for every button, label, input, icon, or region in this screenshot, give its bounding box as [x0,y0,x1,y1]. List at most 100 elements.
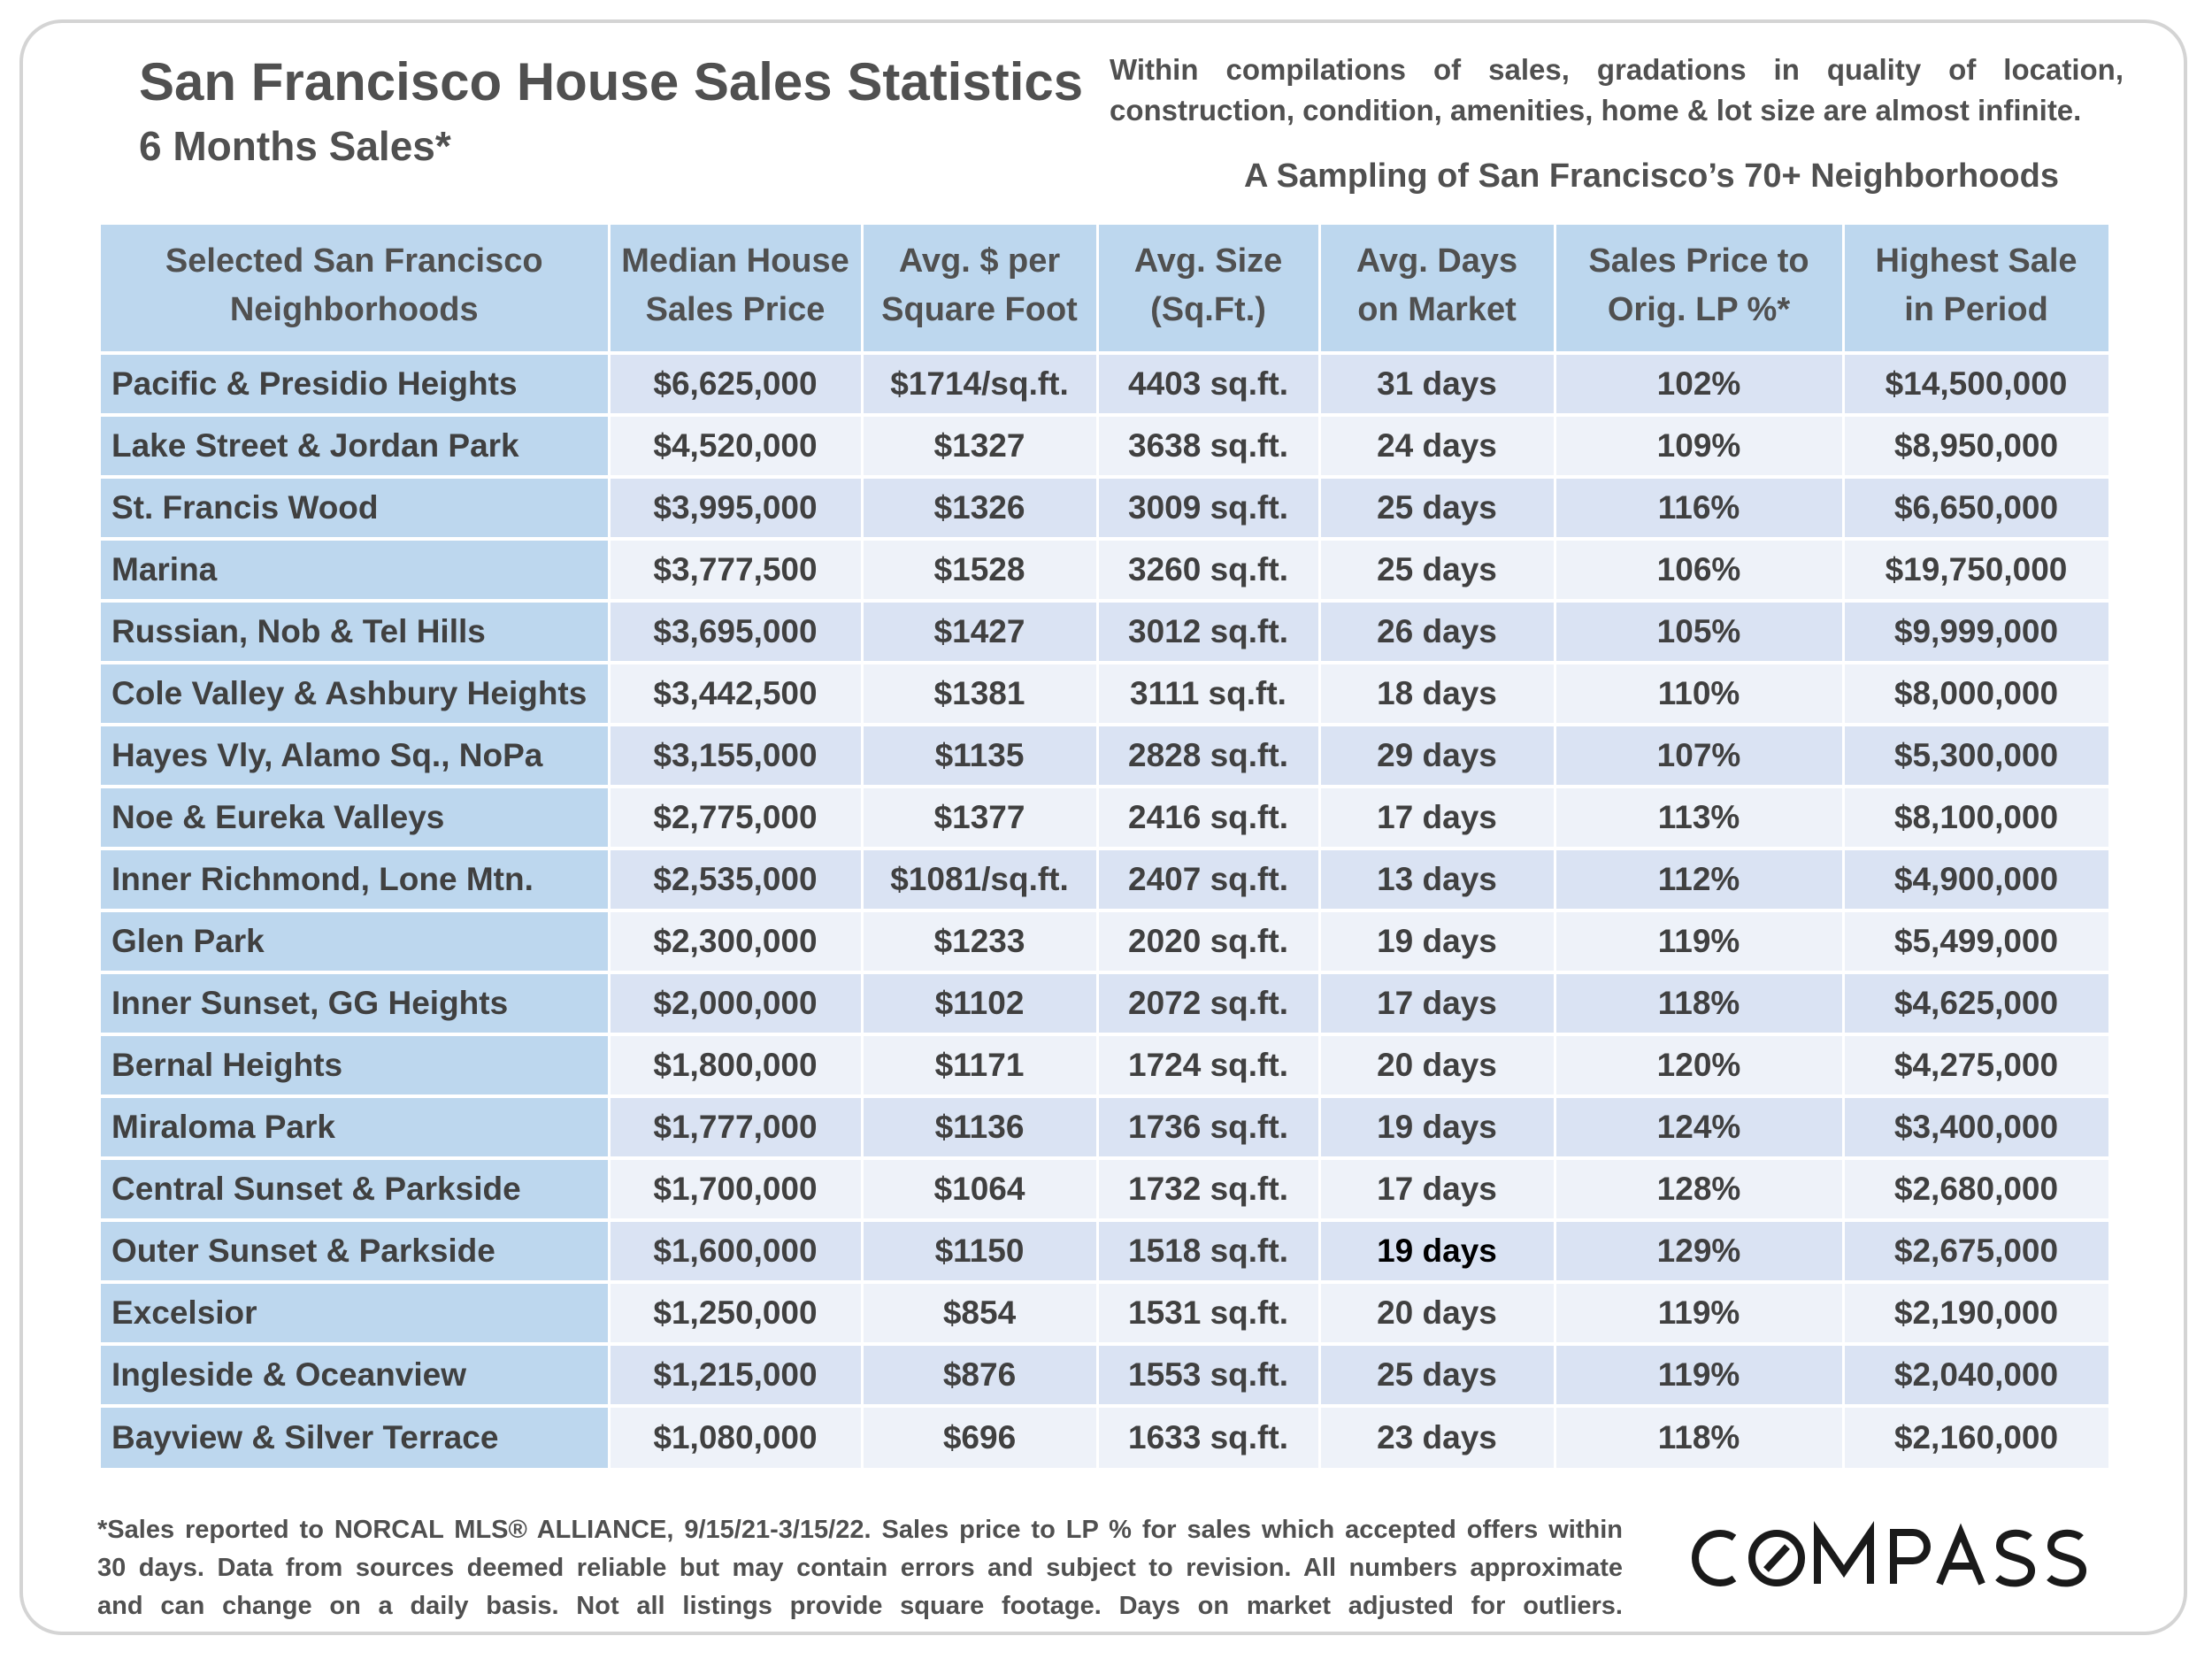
median-price-cell: $3,995,000 [609,475,864,539]
days-on-market-cell: 25 days [1319,537,1556,601]
highest-sale-cell: $19,750,000 [1843,537,2111,601]
median-price-cell: $1,215,000 [609,1342,864,1406]
days-on-market-cell: 17 days [1319,785,1556,849]
days-on-market-cell: 23 days [1319,1404,1556,1468]
median-price-cell: $2,535,000 [609,847,864,910]
sp-to-lp-cell: 118% [1555,971,1845,1034]
days-on-market-cell: 19 days [1319,1094,1556,1158]
avg-size-cell: 3012 sq.ft. [1097,599,1321,663]
avg-size-cell: 3111 sq.ft. [1097,661,1321,725]
avg-size-cell: 2416 sq.ft. [1097,785,1321,849]
neighborhood-cell: Noe & Eureka Valleys [101,785,611,849]
column-header-days-on-market: Avg. Days on Market [1319,225,1556,353]
median-price-cell: $1,700,000 [609,1156,864,1220]
neighborhood-stats-table: Selected San Francisco Neighborhoods Media… [101,225,2111,1468]
column-header-label: (Sq.Ft.) [1150,291,1266,328]
neighborhood-cell: Russian, Nob & Tel Hills [101,599,611,663]
median-price-cell: $6,625,000 [609,351,864,415]
avg-size-cell: 2828 sq.ft. [1097,723,1321,787]
column-header-label: Avg. Days [1356,242,1518,280]
price-per-sqft-cell: $1381 [862,661,1099,725]
column-header-median-price: Median House Sales Price [609,225,864,353]
price-per-sqft-cell: $1136 [862,1094,1099,1158]
highest-sale-cell: $4,275,000 [1843,1033,2111,1096]
median-price-cell: $3,442,500 [609,661,864,725]
table-row: Pacific & Presidio Heights $6,625,000 $171… [101,351,2111,415]
highest-sale-cell: $2,675,000 [1843,1218,2111,1282]
median-price-cell: $4,520,000 [609,413,864,477]
highest-sale-cell: $5,300,000 [1843,723,2111,787]
sp-to-lp-cell: 120% [1555,1033,1845,1096]
price-per-sqft-cell: $1150 [862,1218,1099,1282]
footnote-line: 30 days. Data from sources deemed reliab… [97,1554,1623,1582]
neighborhood-cell: Pacific & Presidio Heights [101,351,611,415]
sp-to-lp-cell: 116% [1555,475,1845,539]
sp-to-lp-cell: 119% [1555,909,1845,972]
column-header-sp-to-lp: Sales Price to Orig. LP %* [1555,225,1845,353]
highest-sale-cell: $6,650,000 [1843,475,2111,539]
table-body: Pacific & Presidio Heights $6,625,000 $171… [101,351,2111,1468]
table-row: Outer Sunset & Parkside $1,600,000 $1150 15… [101,1218,2111,1282]
neighborhood-cell: Marina [101,537,611,601]
median-price-cell: $2,000,000 [609,971,864,1034]
table-row: Inner Richmond, Lone Mtn. $2,535,000 $1081… [101,847,2111,910]
median-price-cell: $3,695,000 [609,599,864,663]
page-title: San Francisco House Sales Statistics [139,52,1084,111]
days-on-market-cell: 25 days [1319,475,1556,539]
highest-sale-cell: $14,500,000 [1843,351,2111,415]
highest-sale-cell: $2,040,000 [1843,1342,2111,1406]
table-row: Bayview & Silver Terrace $1,080,000 $696 16… [101,1404,2111,1468]
days-on-market-cell: 18 days [1319,661,1556,725]
avg-size-cell: 1633 sq.ft. [1097,1404,1321,1468]
table-row: Glen Park $2,300,000 $1233 2020 sq.ft. 19 da… [101,909,2111,972]
avg-size-cell: 2407 sq.ft. [1097,847,1321,910]
price-per-sqft-cell: $1714/sq.ft. [862,351,1099,415]
highest-sale-cell: $8,100,000 [1843,785,2111,849]
days-on-market-cell: 20 days [1319,1280,1556,1344]
highest-sale-cell: $2,680,000 [1843,1156,2111,1220]
sp-to-lp-cell: 110% [1555,661,1845,725]
sp-to-lp-cell: 107% [1555,723,1845,787]
sp-to-lp-cell: 124% [1555,1094,1845,1158]
avg-size-cell: 1531 sq.ft. [1097,1280,1321,1344]
days-on-market-cell: 29 days [1319,723,1556,787]
table-row: Marina $3,777,500 $1528 3260 sq.ft. 25 days 1… [101,537,2111,601]
column-header-neighborhoods: Selected San Francisco Neighborhoods [101,225,611,353]
table-row: Miraloma Park $1,777,000 $1136 1736 sq.ft. 1… [101,1094,2111,1158]
days-on-market-cell: 17 days [1319,1156,1556,1220]
highest-sale-cell: $8,000,000 [1843,661,2111,725]
days-on-market-cell: 19 days [1319,1218,1556,1282]
avg-size-cell: 1724 sq.ft. [1097,1033,1321,1096]
sp-to-lp-cell: 119% [1555,1342,1845,1406]
price-per-sqft-cell: $696 [862,1404,1099,1468]
header-note: Within compilations of sales, gradations… [1110,50,2124,131]
sp-to-lp-cell: 106% [1555,537,1845,601]
neighborhood-cell: Bayview & Silver Terrace [101,1404,611,1468]
median-price-cell: $2,775,000 [609,785,864,849]
days-on-market-cell: 17 days [1319,971,1556,1034]
column-header-label: Sales Price [645,291,826,328]
median-price-cell: $1,600,000 [609,1218,864,1282]
sp-to-lp-cell: 113% [1555,785,1845,849]
footnote-line: *Sales reported to NORCAL MLS® ALLIANCE,… [97,1516,1623,1544]
price-per-sqft-cell: $1135 [862,723,1099,787]
highest-sale-cell: $4,625,000 [1843,971,2111,1034]
price-per-sqft-cell: $854 [862,1280,1099,1344]
column-header-label: Neighborhoods [229,291,479,328]
compass-logo [1692,1521,2087,1587]
sp-to-lp-cell: 129% [1555,1218,1845,1282]
column-header-label: Highest Sale [1875,242,2078,280]
table-row: Lake Street & Jordan Park $4,520,000 $1327… [101,413,2111,477]
price-per-sqft-cell: $1528 [862,537,1099,601]
median-price-cell: $1,777,000 [609,1094,864,1158]
highest-sale-cell: $9,999,000 [1843,599,2111,663]
days-on-market-cell: 20 days [1319,1033,1556,1096]
days-on-market-cell: 31 days [1319,351,1556,415]
sp-to-lp-cell: 109% [1555,413,1845,477]
avg-size-cell: 2072 sq.ft. [1097,971,1321,1034]
table-header-row: Selected San Francisco Neighborhoods Media… [101,225,2111,353]
table-row: Cole Valley & Ashbury Heights $3,442,500 $… [101,661,2111,725]
price-per-sqft-cell: $1233 [862,909,1099,972]
avg-size-cell: 3009 sq.ft. [1097,475,1321,539]
column-header-label: Avg. Size [1133,242,1283,280]
